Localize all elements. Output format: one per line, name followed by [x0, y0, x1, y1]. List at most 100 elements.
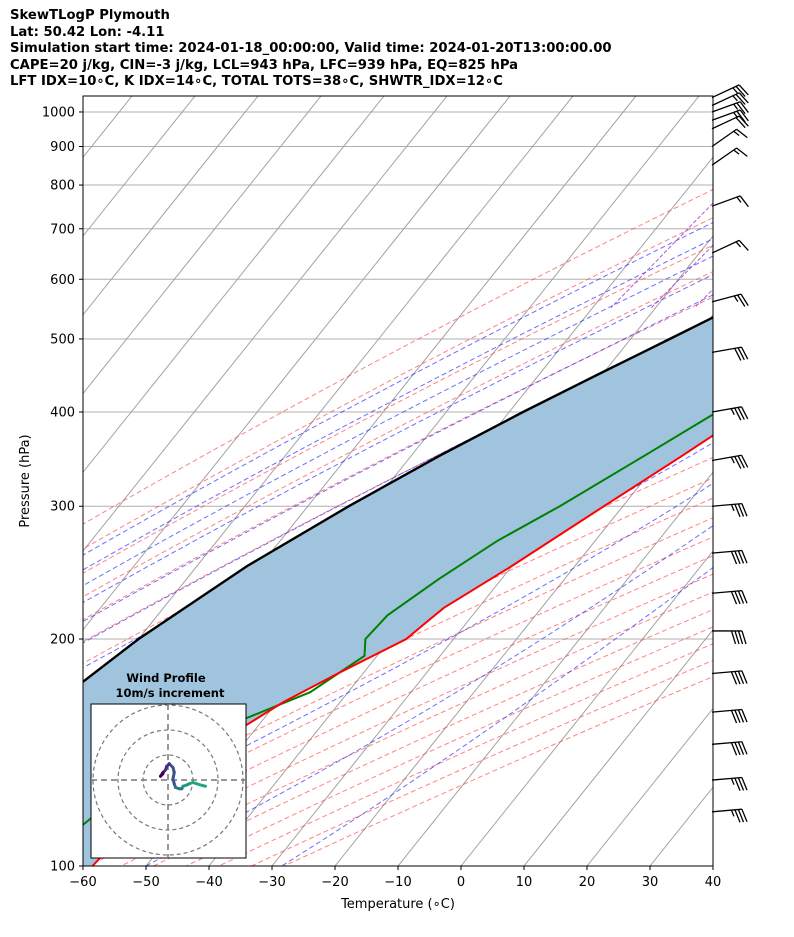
wind-barb-half-feather: [730, 456, 735, 464]
isotherm-line: [523, 628, 713, 866]
wind-barb-half-feather: [736, 196, 742, 203]
wind-barb: [712, 630, 747, 645]
wind-barb-feather: [730, 742, 738, 756]
wind-barb-feather: [734, 671, 741, 685]
wind-barb-feather: [737, 709, 745, 723]
wind-barb: [711, 708, 748, 724]
wind-barb-shaft: [711, 346, 742, 353]
wind-barb: [711, 808, 748, 823]
wind-barb-half-feather: [730, 778, 735, 785]
moist-adiabat-line: [83, 238, 713, 571]
wind-barb: [711, 502, 748, 518]
dry-adiabat-line: [185, 626, 713, 866]
wind-barb-shaft: [711, 549, 742, 554]
y-tick-label: 700: [50, 222, 75, 237]
y-axis-label: Pressure (hPa): [18, 434, 33, 527]
wind-barb-feather: [741, 550, 748, 564]
isotherm-line: [0, 96, 69, 866]
y-tick-label: 200: [50, 633, 75, 648]
wind-barb-feather: [737, 777, 745, 791]
wind-barb-shaft: [711, 195, 741, 207]
dry-adiabat-line: [83, 217, 713, 550]
x-axis-label: Temperature (∘C): [340, 897, 455, 912]
wind-barb-feather: [738, 115, 749, 127]
hodograph-trace-segment: [159, 772, 165, 778]
hodograph-plot: [91, 704, 246, 858]
wind-barb-feather: [734, 709, 741, 723]
wind-barb-half-feather: [730, 809, 735, 817]
dewpoint-profile-line: [83, 413, 713, 827]
wind-barb-half-feather: [733, 149, 740, 155]
wind-barb-feather: [737, 503, 745, 517]
cape-shading: [83, 317, 713, 866]
wind-barb-feather: [738, 84, 749, 96]
x-tick-label: −30: [258, 875, 285, 890]
chart-header: SkewTLogP Plymouth Lat: 50.42 Lon: -4.11…: [10, 8, 612, 91]
index-line: LFT IDX=10∘C, K IDX=14∘C, TOTAL TOTS=38∘…: [10, 74, 503, 89]
x-tick-label: 0: [457, 875, 465, 890]
y-tick-label: 100: [50, 860, 75, 875]
wind-barb-half-feather: [732, 87, 738, 94]
moist-adiabat-line: [145, 525, 713, 866]
dry-adiabat-line: [83, 456, 713, 764]
temperature-profile-line: [91, 434, 713, 866]
wind-barb-feather: [734, 503, 741, 518]
wind-barb-feather: [738, 239, 749, 251]
wind-barb-shaft: [711, 406, 742, 413]
wind-barb-feather: [741, 709, 748, 723]
wind-barb-feather: [736, 147, 748, 157]
isotherm-line: [83, 96, 196, 237]
wind-barb-feather: [730, 710, 738, 724]
wind-barb-feather: [736, 102, 746, 115]
wind-barb-feather: [730, 551, 738, 565]
wind-barb-half-feather: [733, 130, 740, 136]
x-tick-label: −60: [69, 875, 96, 890]
y-tick-label: 400: [50, 406, 75, 421]
wind-barb-half-feather: [730, 408, 735, 415]
wind-barb-shaft: [711, 293, 742, 303]
wind-barb-feather: [735, 85, 746, 97]
wind-barb: [711, 670, 748, 685]
isotherm-line: [83, 96, 511, 631]
x-tick-label: 30: [642, 875, 659, 890]
wind-barb: [711, 589, 748, 605]
wind-barb-feather: [741, 670, 748, 684]
wind-barb-feather: [741, 741, 748, 755]
wind-barb-feather: [737, 407, 745, 420]
x-tick-label: −10: [384, 875, 411, 890]
dry-adiabat-line: [83, 188, 713, 525]
wind-barb: [711, 101, 749, 115]
wind-barb-feather: [741, 503, 748, 517]
y-tick-label: 1000: [42, 105, 75, 120]
wind-barbs: [711, 84, 749, 823]
wind-barb-shaft: [711, 741, 742, 745]
wind-barb-shaft: [711, 128, 737, 148]
wind-barb-feather: [737, 550, 745, 564]
wind-barb-shaft: [711, 115, 740, 130]
wind-barb-feather: [741, 590, 748, 604]
wind-barb: [711, 239, 749, 254]
isotherm-line: [586, 707, 713, 866]
wind-barb-shaft: [711, 84, 740, 99]
wind-barb-feather: [740, 454, 749, 468]
isotherm-line: [83, 96, 448, 552]
wind-barb-feather: [734, 742, 741, 756]
moist-adiabat-line: [83, 316, 713, 644]
wind-barb: [711, 346, 749, 361]
isotherm-line: [83, 96, 259, 316]
wind-barb: [711, 195, 749, 208]
x-tick-label: 40: [705, 875, 722, 890]
wind-barb: [711, 128, 748, 148]
wind-barb-feather: [730, 591, 738, 605]
moist-adiabat-line: [83, 294, 713, 623]
dry-adiabat-line: [83, 244, 713, 574]
axis-ticks: −60 −50 −40 −30 −20 −10 0 10 20 30 40 1000 900 800 700…: [42, 105, 721, 890]
wind-barb-feather: [734, 550, 741, 564]
wind-barb-feather: [734, 630, 740, 645]
wind-barb-feather: [737, 809, 745, 823]
wind-barb-feather: [737, 455, 745, 469]
x-tick-label: 20: [579, 875, 596, 890]
profiles: [83, 316, 713, 866]
isotherm-line: [776, 96, 794, 866]
wind-barb-shaft: [711, 589, 742, 594]
